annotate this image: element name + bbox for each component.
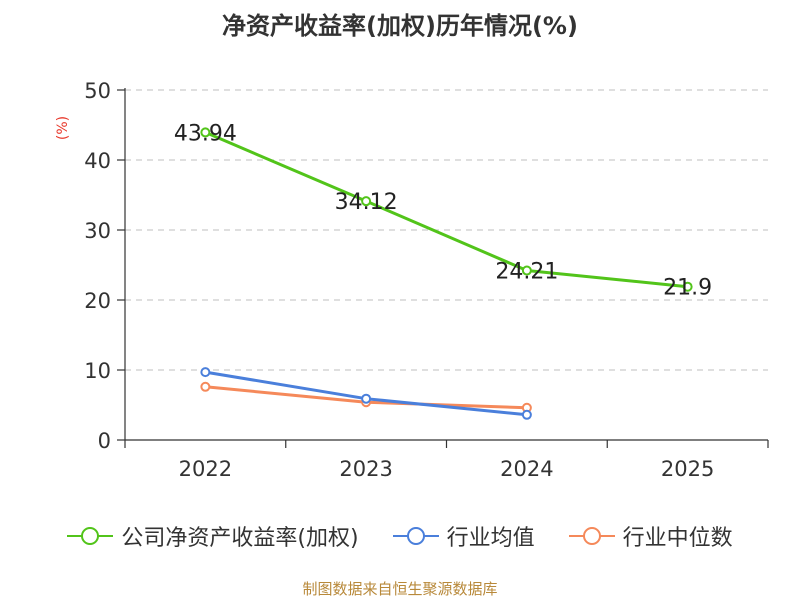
y-axis-label: (%)	[55, 116, 71, 140]
source-note: 制图数据来自恒生聚源数据库	[302, 580, 498, 598]
data-point	[200, 367, 211, 378]
legend-item-company[interactable]: 公司净资产收益率(加权)	[67, 520, 359, 552]
legend-marker-company	[67, 527, 114, 545]
legend-marker-industry-average	[392, 527, 439, 545]
data-labels: 43.94 34.12 24.21 21.9	[174, 121, 712, 300]
x-tick-label: 2025	[661, 457, 714, 481]
legend-label-industry-median: 行业中位数	[622, 526, 733, 551]
x-tick-label: 2023	[339, 457, 392, 481]
data-label: 24.21	[495, 260, 558, 285]
legend-label-company: 公司净资产收益率(加权)	[121, 526, 359, 551]
y-tick-label: 0	[98, 429, 111, 453]
legend-item-industry-average[interactable]: 行业均值	[392, 520, 535, 552]
series-area	[200, 127, 693, 420]
y-tick-label: 30	[84, 219, 111, 243]
data-label: 34.12	[335, 190, 398, 215]
data-point	[200, 127, 211, 138]
data-point	[521, 409, 532, 420]
data-point	[361, 393, 372, 404]
x-tick-label: 2024	[500, 457, 553, 481]
grid	[125, 89, 768, 371]
series-line-1	[205, 370, 528, 417]
legend-label-industry-average: 行业均值	[446, 526, 535, 551]
data-point	[521, 265, 532, 276]
y-tick-label: 10	[84, 359, 111, 383]
data-point	[361, 196, 372, 207]
axes: 0 10 20 30 40 50 2022 2023 2024 2025 (%)	[55, 79, 769, 481]
data-point	[682, 281, 693, 292]
y-tick-label: 50	[84, 79, 111, 103]
data-label: 43.94	[174, 121, 237, 146]
data-point	[200, 381, 211, 392]
data-label: 21.9	[663, 276, 712, 301]
chart-title: 净资产收益率(加权)历年情况(%)	[222, 12, 578, 40]
legend-marker-industry-median	[568, 527, 615, 545]
series-line-0	[204, 131, 688, 289]
legend-item-industry-median[interactable]: 行业中位数	[568, 520, 733, 552]
y-tick-label: 40	[84, 149, 111, 173]
legend: 公司净资产收益率(加权) 行业均值 行业中位数	[0, 520, 800, 552]
x-tick-label: 2022	[179, 457, 232, 481]
y-tick-label: 20	[84, 289, 111, 313]
